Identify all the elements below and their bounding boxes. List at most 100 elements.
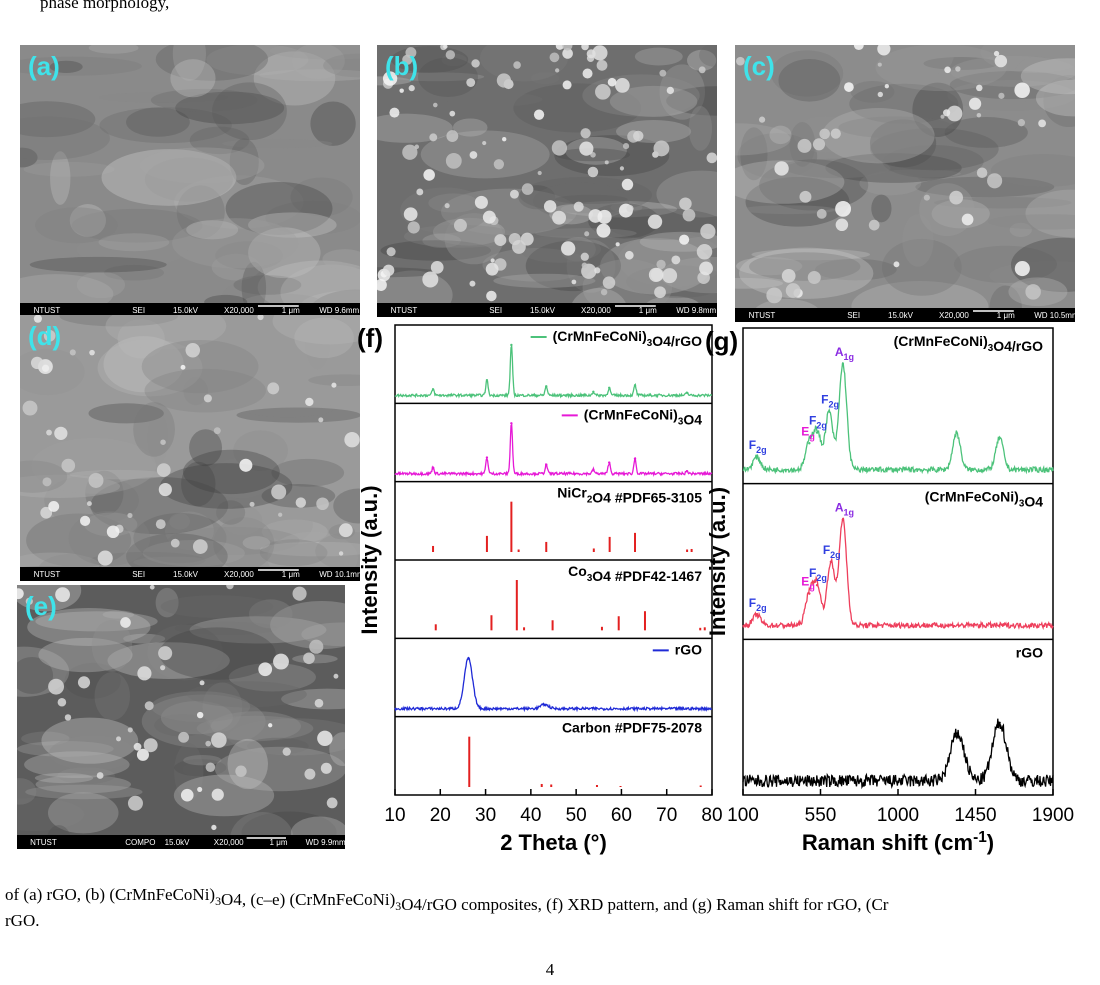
sem-particle [69,349,76,356]
x-tick-label: 80 [701,805,722,826]
sem-texture [292,45,345,79]
sem-texture [141,694,266,748]
sem-texture [825,153,962,183]
sem-info: SEI [489,306,502,315]
sem-texture [23,161,115,177]
sem-texture [133,556,215,569]
sem-info: COMPO [125,838,155,847]
sem-particle [211,788,224,801]
sem-particle [509,189,519,199]
sem-texture [169,513,190,530]
sem-texture [228,718,345,756]
sem-texture [49,60,83,73]
sem-texture [949,70,1075,100]
sem-texture [699,45,717,67]
sem-particle [653,140,670,157]
sem-texture [206,45,309,76]
sem-texture [838,116,954,139]
sem-particle [205,762,216,772]
sem-particle [320,762,332,774]
sem-particle [595,84,611,100]
sem-texture [738,247,874,299]
sem-particle [203,394,212,403]
sem-info: NTUST [30,838,57,847]
sem-texture [105,315,227,350]
sem-particle [192,539,208,554]
sem-texture [31,437,157,494]
sem-texture [869,119,937,168]
peak-label: A1g [835,345,854,362]
sem-texture [174,175,304,229]
legend-label: NiCr2O4 #PDF65-3105 [557,485,702,506]
sem-particle [615,242,620,247]
sem-texture [59,315,178,327]
sem-particle [445,50,456,60]
sem-texture [271,458,345,487]
sem-texture [84,512,138,537]
sem-texture [213,517,275,571]
sem-particle [136,748,149,761]
spectrum-curve [394,423,713,478]
sem-texture [740,127,768,181]
sem-particle [22,400,38,416]
sem-texture [269,45,360,60]
sem-particle [940,114,945,119]
sem-particle [998,92,1005,99]
sem-texture [881,238,962,296]
sem-texture [740,205,837,215]
sem-particle [57,697,67,707]
sem-texture [247,737,309,755]
sem-particle [797,138,812,153]
sem-particle [781,269,796,283]
peak [467,657,470,660]
sem-info: 15.0kV [530,306,556,315]
sem-texture [141,339,259,394]
sem-particle [588,209,603,223]
sem-image: NTUST SEI 15.0kV X20,000 1 μm WD 9.6mm [20,45,360,317]
sem-particle [706,152,717,164]
sem-particle [96,772,104,779]
sem-info: 1 μm [270,838,288,847]
sem-texture [29,256,167,273]
sem-texture [98,92,228,103]
sem-particle [868,219,880,231]
sem-particle [976,167,988,178]
sem-particle [408,85,415,92]
sem-texture [785,158,891,179]
x-tick-label: 1900 [1032,805,1074,826]
sem-info: SEI [132,306,145,315]
sem-info: 15.0kV [888,311,914,320]
legend-label: (CrMnFeCoNi)3O4 [925,489,1043,510]
sem-particle [326,797,338,809]
panel-label: (c) [743,51,775,81]
sem-texture [123,633,166,644]
sem-particle [54,426,68,440]
sem-texture [242,536,271,550]
sem-texture [99,107,232,144]
sem-texture [261,519,328,544]
sem-background [17,585,345,849]
sem-particle [1038,119,1046,128]
sem-particle [494,234,507,247]
sem-texture [186,681,307,708]
sem-texture [1025,189,1075,238]
sem-texture [518,235,602,263]
peak [608,461,611,464]
sem-texture [35,207,118,244]
sem-texture [989,261,1075,291]
sem-particle [127,512,133,519]
sem-texture [160,595,274,618]
peak [543,703,546,706]
x-tick-label: 30 [475,805,496,826]
sem-particle [626,204,634,213]
sem-texture [634,47,683,66]
sem-particle [758,116,766,123]
sem-info: 1 μm [282,570,300,579]
sem-texture [64,662,121,699]
sem-particle [466,78,476,87]
sem-particle [699,261,713,276]
sem-particle [443,45,448,49]
sem-particle [586,49,596,59]
sem-info: 15.0kV [165,838,191,847]
sem-particle [278,512,283,517]
